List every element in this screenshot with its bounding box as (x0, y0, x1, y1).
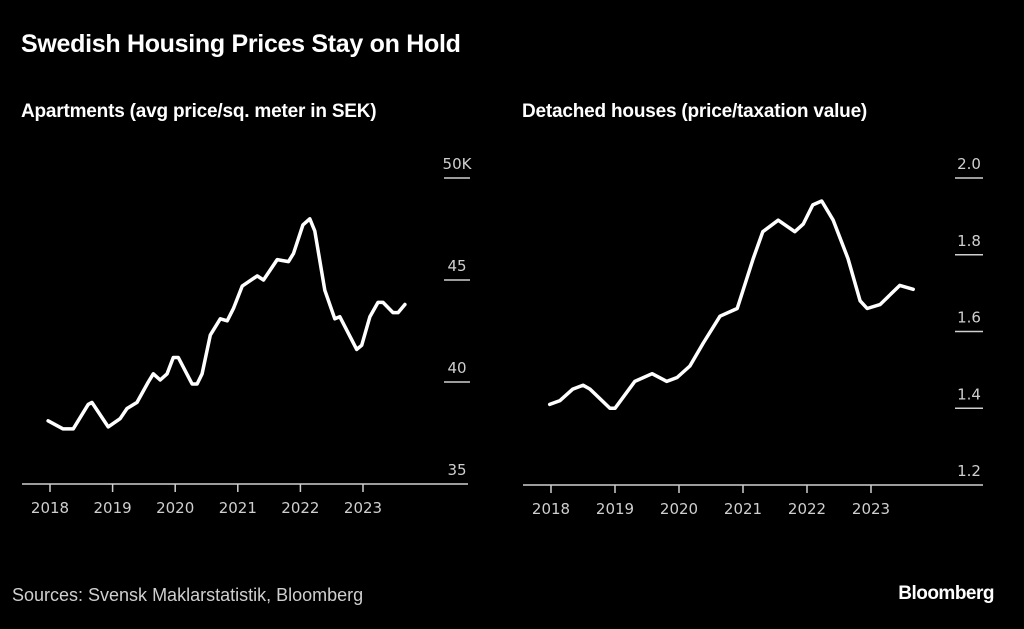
y-tick-label: 1.4 (957, 385, 981, 403)
series-line-detached-houses (547, 199, 915, 411)
x-tick-label: 2023 (344, 499, 382, 517)
x-tick-label: 2022 (281, 499, 319, 517)
y-tick-label: 2.0 (957, 155, 981, 173)
y-tick-label: 35 (447, 461, 466, 479)
y-tick-label: 40 (447, 359, 466, 377)
x-tick-label: 2018 (532, 500, 570, 518)
y-tick-label: 45 (447, 257, 466, 275)
x-tick-label: 2019 (94, 499, 132, 517)
y-tick-label: 1.6 (957, 309, 981, 327)
bloomberg-logo: Bloomberg (898, 583, 994, 604)
houses-chart: 2018 2019 2020 2021 2022 2023 1.2 1.4 1.6 1.8 2.0 (523, 155, 983, 518)
x-tick-label: 2018 (31, 499, 69, 517)
x-tick-label: 2021 (724, 500, 762, 518)
x-tick-label: 2020 (660, 500, 698, 518)
chart-title: Swedish Housing Prices Stay on Hold (21, 30, 461, 58)
y-tick-label: 50K (443, 155, 473, 173)
x-tick-label: 2023 (852, 500, 890, 518)
y-tick-label: 1.8 (957, 232, 981, 250)
houses-subtitle: Detached houses (price/taxation value) (522, 101, 868, 122)
apartments-chart: 2018 2019 2020 2021 2022 2023 35 40 45 50K (22, 155, 473, 517)
x-tick-label: 2019 (596, 500, 634, 518)
y-tick-label: 1.2 (957, 462, 981, 480)
x-tick-label: 2020 (156, 499, 194, 517)
series-line-apartments (46, 217, 407, 431)
source-note: Sources: Svensk Maklarstatistik, Bloombe… (12, 585, 364, 605)
apartments-subtitle: Apartments (avg price/sq. meter in SEK) (21, 101, 377, 122)
x-tick-label: 2022 (788, 500, 826, 518)
x-tick-label: 2021 (219, 499, 257, 517)
